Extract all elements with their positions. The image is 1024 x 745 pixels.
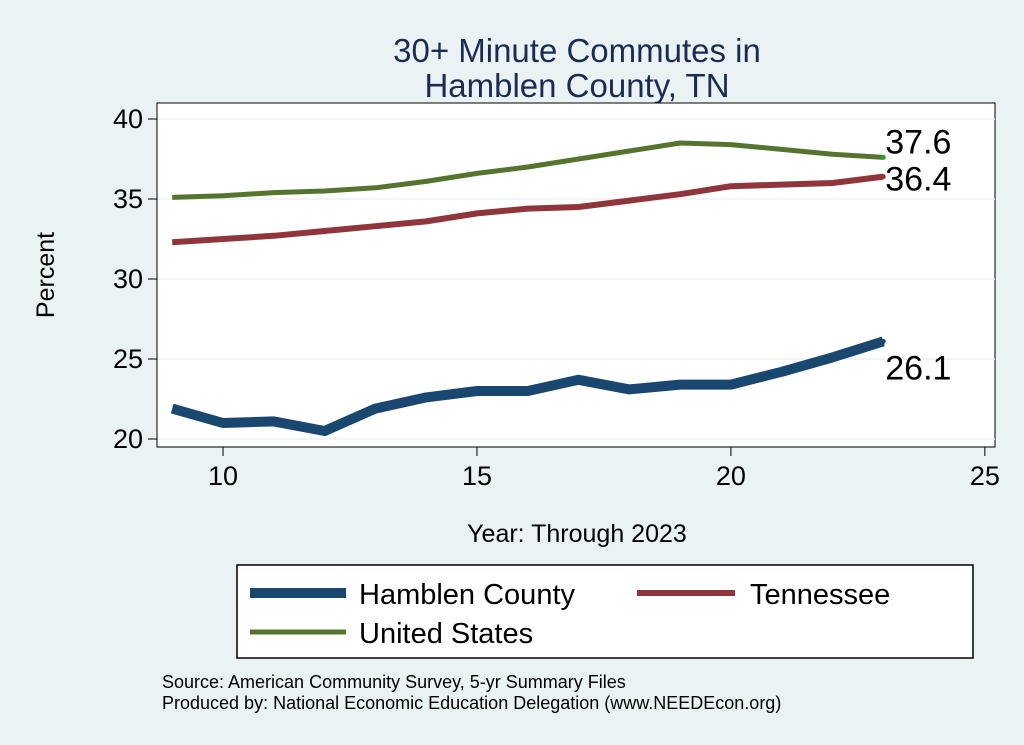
series-end-point-hamblen-county	[880, 338, 886, 344]
legend-box	[236, 564, 974, 659]
x-tick-label-15: 15	[462, 461, 492, 491]
x-axis-label: Year: Through 2023	[467, 520, 687, 548]
y-tick-label-40: 40	[113, 104, 143, 134]
x-tick-label-20: 20	[716, 461, 746, 491]
y-axis: 20 25 30 35 40	[113, 103, 158, 454]
end-label-united-states: 37.6	[885, 123, 951, 161]
series-line-united-states	[172, 140, 884, 200]
chart-title-line-1: 30+ Minute Commutes in	[393, 32, 761, 69]
y-tick-label-20: 20	[113, 424, 143, 454]
legend-label-tennessee: Tennessee	[750, 579, 890, 611]
end-label-tennessee: 36.4	[885, 161, 951, 199]
y-tick-label-35: 35	[113, 184, 143, 214]
end-label-hamblen-county: 26.1	[885, 349, 951, 387]
x-axis: 10 15 20 25	[157, 446, 1000, 491]
legend-label-united-states: United States	[359, 618, 533, 650]
end-labels: 26.1 36.437.6	[885, 123, 951, 387]
legend: Hamblen County Tennessee United States	[236, 564, 974, 659]
series-line-tennessee	[172, 173, 884, 246]
series-end-point-united-states	[880, 154, 886, 160]
producer-note: Produced by: National Economic Education…	[162, 693, 781, 713]
gridlines	[157, 118, 995, 440]
x-tick-label-25: 25	[970, 461, 1000, 491]
y-axis-label: Percent	[32, 232, 60, 318]
chart-title-line-2: Hamblen County, TN	[424, 67, 729, 104]
series-end-point-tennessee	[880, 174, 886, 180]
y-tick-label-25: 25	[113, 344, 143, 374]
series-line-hamblen-county	[170, 336, 885, 436]
x-tick-label-10: 10	[208, 461, 238, 491]
y-tick-label-30: 30	[113, 264, 143, 294]
source-note: Source: American Community Survey, 5-yr …	[162, 672, 626, 692]
series-lines	[170, 140, 886, 436]
legend-label-hamblen-county: Hamblen County	[359, 579, 575, 611]
